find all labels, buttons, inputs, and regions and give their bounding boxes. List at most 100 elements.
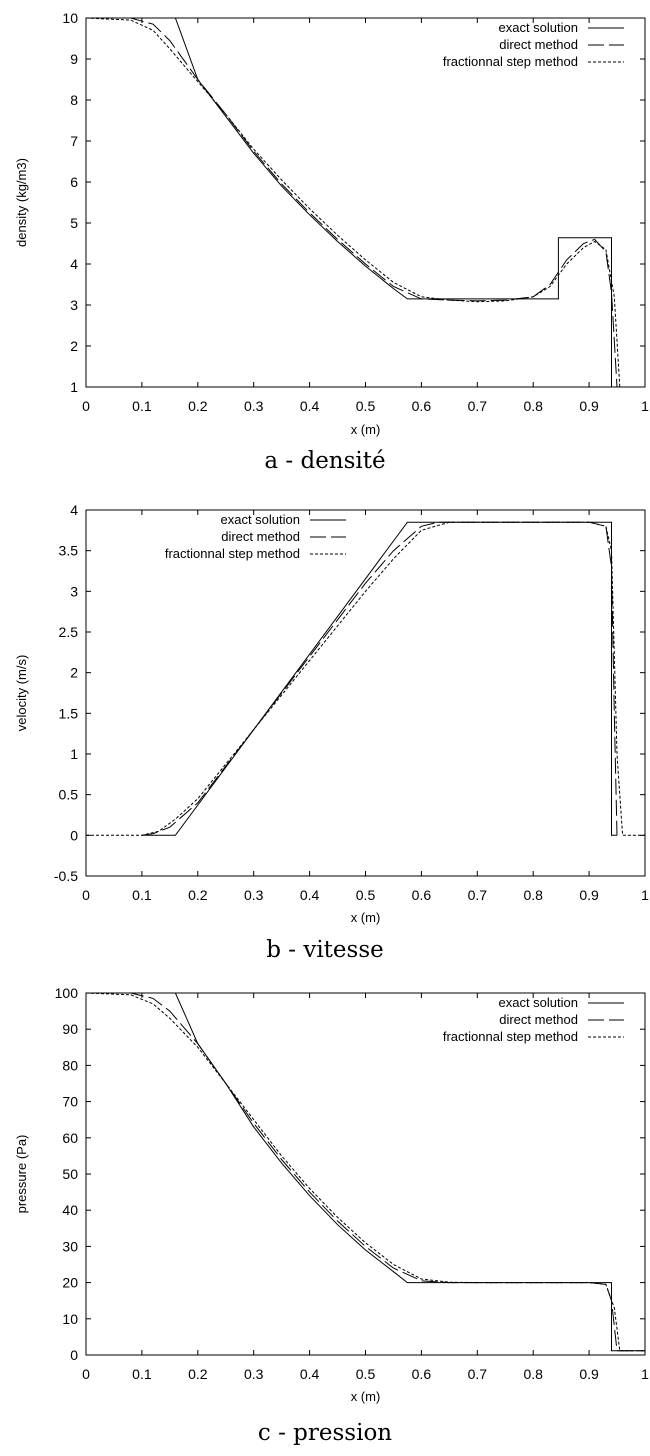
- y-tick-label: 1.5: [59, 705, 79, 721]
- x-tick-label: 0.8: [523, 398, 543, 414]
- x-tick-label: 0.9: [579, 1366, 599, 1382]
- x-axis-label: x (m): [351, 1389, 381, 1404]
- x-tick-label: 0.3: [244, 887, 264, 903]
- y-tick-label: 4: [70, 502, 78, 518]
- y-tick-label: 1: [70, 746, 78, 762]
- x-tick-label: 0: [82, 398, 90, 414]
- series-line-dashed: [86, 17, 645, 388]
- x-tick-label: 0.5: [356, 398, 376, 414]
- series-line-solid: [86, 992, 645, 1352]
- density-chart: 0 0.1 0.2 0.3 0.4 0.5 0.6 0.7 0.8 0.9 1 1 2 3 4 5 6 7 8 9 10…: [14, 10, 649, 437]
- x-tick-label: 0.4: [300, 1366, 320, 1382]
- series-line-solid: [141, 521, 617, 836]
- legend-label: direct method: [499, 1012, 578, 1027]
- y-tick-label: 10: [62, 1311, 78, 1327]
- series-line-dashed: [86, 992, 645, 1352]
- y-tick-label: 3: [70, 297, 78, 313]
- x-tick-label: 0.8: [523, 1366, 543, 1382]
- y-tick-label: -0.5: [54, 868, 78, 884]
- x-tick-label: 0.7: [468, 1366, 488, 1382]
- x-tick-label: 0: [82, 887, 90, 903]
- y-axis-label: pressure (Pa): [14, 1135, 29, 1214]
- x-tick-label: 0.2: [188, 398, 208, 414]
- x-tick-label: 0.6: [412, 1366, 432, 1382]
- legend-label: exact solution: [499, 20, 579, 35]
- x-tick-label: 0.4: [300, 887, 320, 903]
- legend-label: direct method: [499, 37, 578, 52]
- x-tick-label: 0.6: [412, 398, 432, 414]
- y-tick-label: 60: [62, 1130, 78, 1146]
- series-line-dotted: [85, 992, 645, 1352]
- y-tick-label: 4: [70, 256, 78, 272]
- y-tick-label: 0: [70, 1347, 78, 1363]
- legend-label: exact solution: [221, 512, 301, 527]
- y-tick-label: 2: [70, 665, 78, 681]
- y-tick-label: 50: [62, 1166, 78, 1182]
- y-axis-label: density (kg/m3): [14, 158, 29, 247]
- y-tick-label: 8: [70, 92, 78, 108]
- series-line-solid: [86, 17, 645, 388]
- y-tick-label: 0.5: [59, 787, 79, 803]
- x-tick-label: 0.6: [412, 887, 432, 903]
- x-tick-label: 0.3: [244, 1366, 264, 1382]
- y-tick-label: 7: [70, 133, 78, 149]
- x-axis-label: x (m): [351, 910, 381, 925]
- y-tick-label: 3: [70, 583, 78, 599]
- y-tick-label: 80: [62, 1057, 78, 1073]
- plot-frame: [85, 509, 646, 877]
- y-tick-label: 2.5: [59, 624, 79, 640]
- x-tick-label: 0.2: [188, 1366, 208, 1382]
- x-tick-label: 1: [641, 398, 649, 414]
- plot-frame: [85, 992, 646, 1356]
- y-tick-label: 0: [70, 827, 78, 843]
- series-line-dotted: [85, 17, 645, 388]
- x-tick-label: 0.2: [188, 887, 208, 903]
- x-tick-label: 0.7: [468, 887, 488, 903]
- y-tick-label: 10: [62, 10, 78, 26]
- x-tick-label: 0: [82, 1366, 90, 1382]
- y-tick-label: 2: [70, 338, 78, 354]
- legend-label: direct method: [221, 529, 300, 544]
- pressure-caption: c - pression: [257, 1420, 393, 1446]
- x-tick-label: 0.3: [244, 398, 264, 414]
- x-tick-label: 1: [641, 887, 649, 903]
- y-tick-label: 20: [62, 1275, 78, 1291]
- legend-label: exact solution: [499, 995, 579, 1010]
- density-caption: a - densité: [264, 448, 386, 474]
- pressure-chart: 0 0.1 0.2 0.3 0.4 0.5 0.6 0.7 0.8 0.9 101020304050…: [14, 985, 649, 1404]
- x-axis-label: x (m): [351, 422, 381, 437]
- series-line-dotted: [86, 521, 645, 836]
- x-tick-label: 0.1: [132, 1366, 152, 1382]
- density-chart-panel: 0 0.1 0.2 0.3 0.4 0.5 0.6 0.7 0.8 0.9 1 1 2 3 4 5 6 7 8 9 10…: [0, 0, 650, 485]
- y-tick-label: 90: [62, 1021, 78, 1037]
- y-tick-label: 9: [70, 51, 78, 67]
- y-tick-label: 100: [55, 985, 79, 1001]
- series-line-dashed: [141, 521, 618, 836]
- legend-label: fractionnal step method: [165, 546, 300, 561]
- x-tick-label: 0.9: [579, 398, 599, 414]
- y-tick-label: 5: [70, 215, 78, 231]
- velocity-caption: b - vitesse: [266, 937, 384, 963]
- y-tick-label: 30: [62, 1238, 78, 1254]
- y-tick-label: 70: [62, 1094, 78, 1110]
- pressure-chart-panel: 0 0.1 0.2 0.3 0.4 0.5 0.6 0.7 0.8 0.9 1 0 10 20 30 40 50…: [0, 970, 650, 1456]
- x-tick-label: 0.9: [579, 887, 599, 903]
- x-tick-label: 0.1: [132, 398, 152, 414]
- legend-label: fractionnal step method: [443, 1029, 578, 1044]
- x-tick-label: 0.8: [523, 887, 543, 903]
- x-tick-label: 0.5: [356, 1366, 376, 1382]
- x-tick-label: 0.4: [300, 398, 320, 414]
- x-tick-label: 0.7: [468, 398, 488, 414]
- y-tick-label: 1: [70, 379, 78, 395]
- y-tick-label: 6: [70, 174, 78, 190]
- velocity-chart-panel: 0 0.1 0.2 0.3 0.4 0.5 0.6 0.7 0.8 0.9 1 -0.5 0 0.5 1 1.…: [0, 485, 650, 970]
- velocity-chart: 0 0.1 0.2 0.3 0.4 0.5 0.6 0.7 0.8 0.9 1-0.500.511.…: [14, 502, 649, 925]
- legend-label: fractionnal step method: [443, 54, 578, 69]
- x-tick-label: 1: [641, 1366, 649, 1382]
- y-tick-label: 40: [62, 1202, 78, 1218]
- y-tick-label: 3.5: [59, 543, 79, 559]
- x-tick-label: 0.5: [356, 887, 376, 903]
- y-axis-label: velocity (m/s): [14, 655, 29, 732]
- plot-frame: [85, 17, 646, 388]
- x-tick-label: 0.1: [132, 887, 152, 903]
